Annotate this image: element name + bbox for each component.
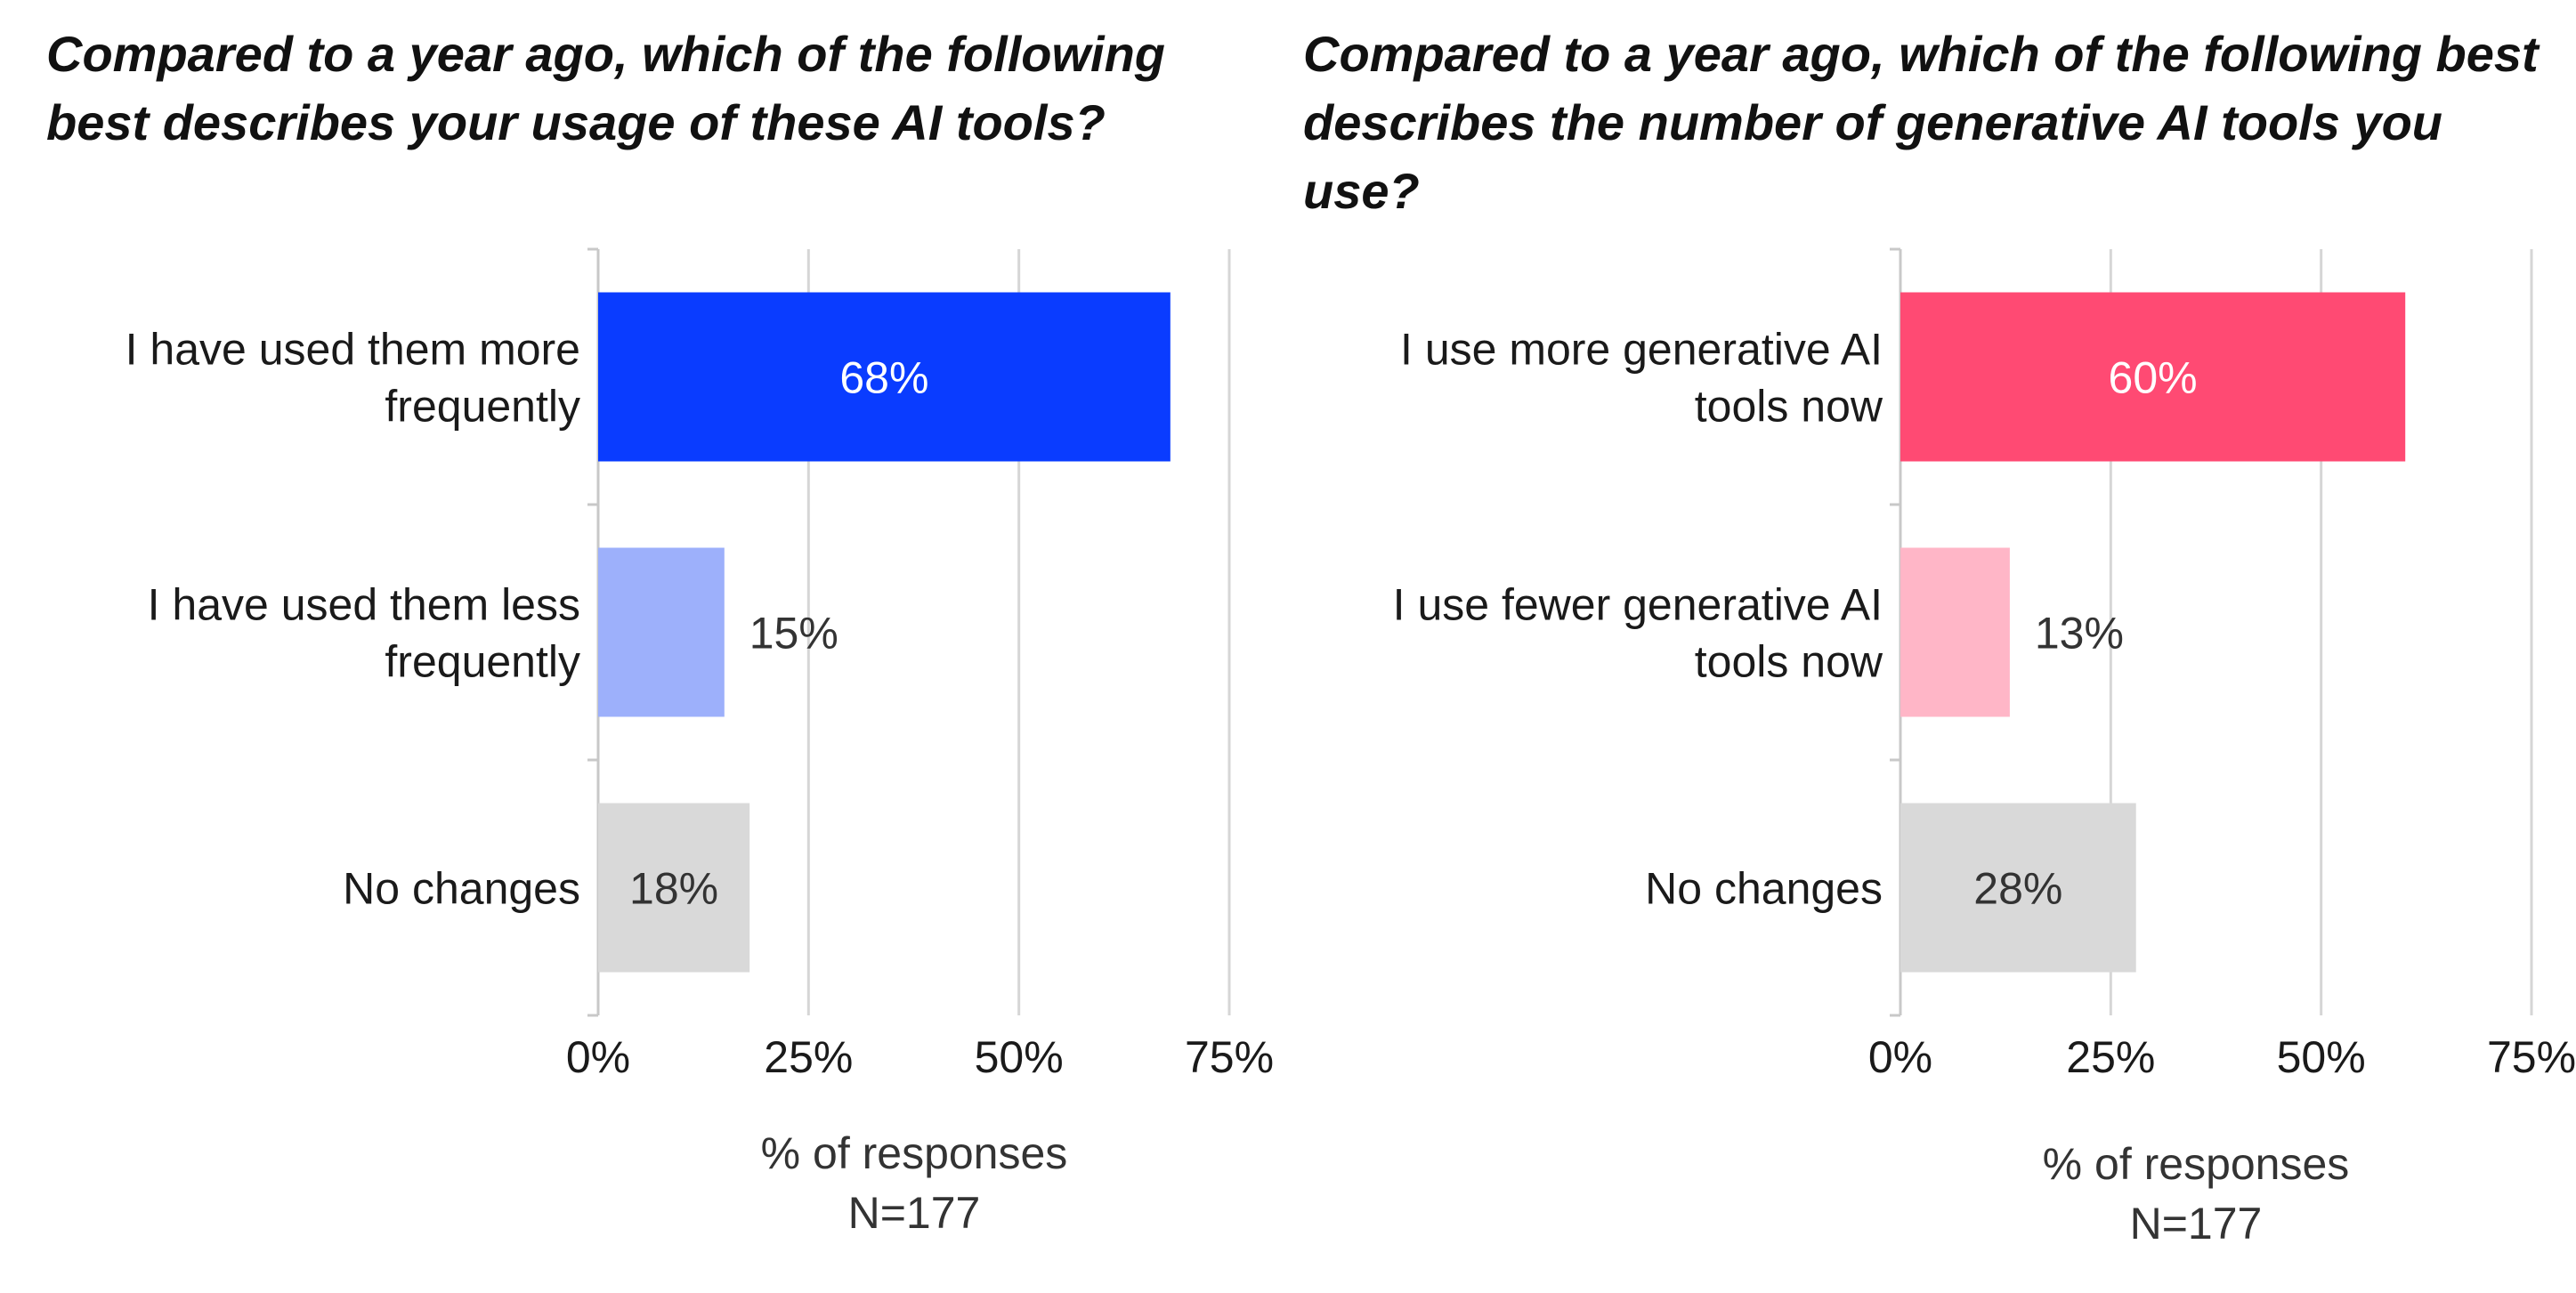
- bar: [1900, 547, 2010, 717]
- bar: [1900, 292, 2406, 462]
- x-axis-label: % of responses: [2043, 1139, 2350, 1189]
- data-label: 60%: [2109, 353, 2198, 403]
- category-label: I have used them more frequently: [126, 325, 580, 432]
- chart-title-post: ?: [1074, 94, 1106, 150]
- category-label: I have used them less frequently: [148, 580, 580, 687]
- bar: [1900, 803, 2136, 973]
- chart-title: Compared to a year ago, which of the fol…: [1303, 20, 2549, 225]
- category-label: No changes: [343, 864, 580, 914]
- chart-title-bold: the number of generative AI tools: [1550, 94, 2340, 150]
- bar: [598, 803, 750, 973]
- bar-chart-usage: 68% I have used them more frequently 15% I h…: [126, 247, 1274, 1238]
- data-label: 15%: [749, 609, 838, 659]
- data-label: 18%: [629, 864, 718, 914]
- bar: [598, 292, 1171, 462]
- chart-title-pre: Compared to a year ago, which of the fol…: [1303, 26, 2539, 150]
- sample-size-note: N=177: [848, 1188, 981, 1238]
- chart-title-pre: Compared to a year ago, which of the fol…: [46, 26, 1165, 150]
- data-label: 28%: [1973, 864, 2062, 914]
- category-label: I use more generative AI tools now: [1400, 325, 1883, 432]
- data-label: 13%: [2035, 609, 2124, 659]
- category-label: No changes: [1645, 864, 1883, 914]
- chart-title-bold: usage of these AI tools: [531, 94, 1075, 150]
- x-tick-label: 50%: [2277, 1032, 2366, 1082]
- chart-title: Compared to a year ago, which of the fol…: [46, 20, 1257, 157]
- bar: [598, 547, 725, 717]
- x-tick-label: 50%: [975, 1032, 1064, 1082]
- chart-panel-tool-count: Compared to a year ago, which of the fol…: [1288, 0, 2576, 1293]
- x-tick-label: 25%: [2066, 1032, 2155, 1082]
- x-axis-label: % of responses: [761, 1128, 1068, 1178]
- category-label: I use fewer generative AI tools now: [1393, 580, 1883, 687]
- x-tick-label: 0%: [566, 1032, 630, 1082]
- data-label: 68%: [839, 353, 928, 403]
- chart-title-post: you use?: [1303, 94, 2442, 219]
- bar-chart-tool-count: 60% I use more generative AI tools now 13% I…: [1393, 247, 2576, 1249]
- x-tick-label: 0%: [1868, 1032, 1932, 1082]
- x-tick-label: 75%: [1185, 1032, 1274, 1082]
- x-tick-label: 75%: [2487, 1032, 2576, 1082]
- sample-size-note: N=177: [2130, 1199, 2263, 1249]
- chart-panel-usage: Compared to a year ago, which of the fol…: [46, 20, 1274, 1238]
- x-tick-label: 25%: [764, 1032, 853, 1082]
